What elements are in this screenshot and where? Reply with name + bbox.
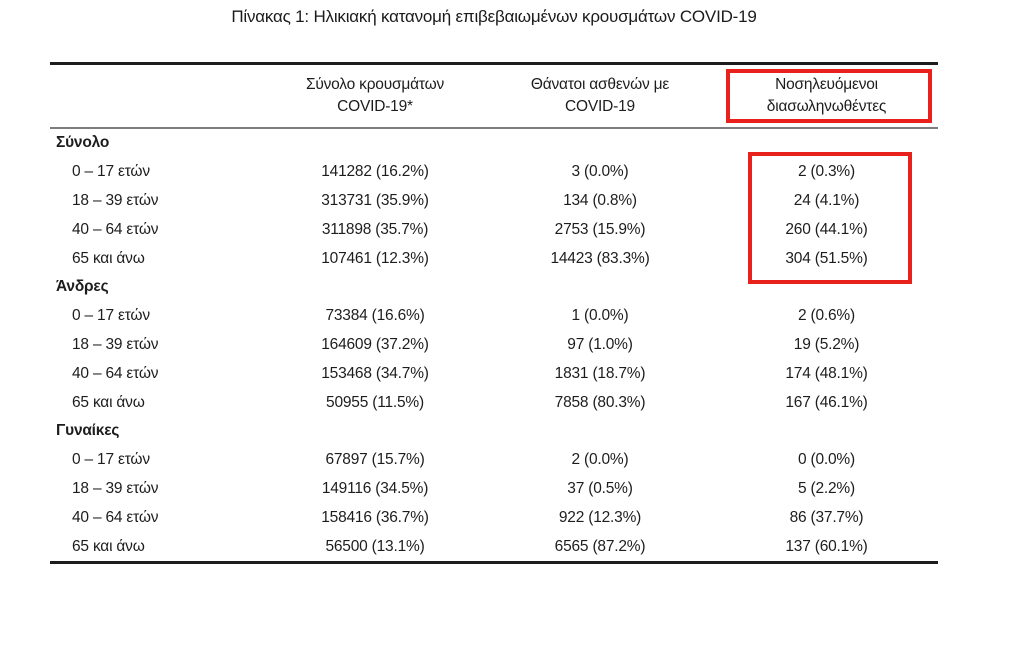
intubated-value: 0 (0.0%) xyxy=(798,451,855,469)
cases-value: 50955 (11.5%) xyxy=(326,393,424,411)
table-row: 18 – 39 ετών 164609 (37.2%) 97 (1.0%) 19… xyxy=(50,331,938,360)
intubated-value: 5 (2.2%) xyxy=(798,479,855,497)
cases-value: 73384 (16.6%) xyxy=(325,307,425,325)
table-row: 0 – 17 ετών 73384 (16.6%) 1 (0.0%) 2 (0.… xyxy=(50,302,938,331)
age-label: 0 – 17 ετών xyxy=(72,163,150,181)
table-row: 0 – 17 ετών 67897 (15.7%) 2 (0.0%) 0 (0.… xyxy=(50,446,938,475)
deaths-value: 14423 (83.3%) xyxy=(550,249,650,267)
cases-value: 313731 (35.9%) xyxy=(321,191,429,209)
intubated-value: 260 (44.1%) xyxy=(785,220,868,238)
age-label: 0 – 17 ετών xyxy=(72,451,150,469)
deaths-value: 2 (0.0%) xyxy=(571,451,629,469)
intubated-value: 174 (48.1%) xyxy=(785,364,868,382)
table-row: 65 και άνω 50955 (11.5%) 7858 (80.3%) 16… xyxy=(50,388,938,417)
intubated-value: 2 (0.3%) xyxy=(798,163,855,181)
column-header-line: Θάνατοι ασθενών με xyxy=(530,76,670,93)
age-label: 65 και άνω xyxy=(72,537,145,555)
cases-value: 164609 (37.2%) xyxy=(321,335,429,353)
section-header-row-men: Άνδρες xyxy=(50,273,938,302)
deaths-value: 134 (0.8%) xyxy=(563,191,637,209)
table-row: 40 – 64 ετών 311898 (35.7%) 2753 (15.9%)… xyxy=(50,215,938,244)
age-label: 40 – 64 ετών xyxy=(72,508,159,526)
cases-value: 107461 (12.3%) xyxy=(321,249,429,267)
table-header-row: Σύνολο κρουσμάτων COVID-19* Θάνατοι ασθε… xyxy=(50,65,938,129)
deaths-value: 7858 (80.3%) xyxy=(554,393,646,411)
table-body: Σύνολο 0 – 17 ετών 141282 (16.2%) 3 (0.0… xyxy=(50,129,938,561)
cases-value: 141282 (16.2%) xyxy=(321,163,429,181)
table-row: 65 και άνω 107461 (12.3%) 14423 (83.3%) … xyxy=(50,244,938,273)
deaths-value: 1831 (18.7%) xyxy=(554,364,646,382)
column-header-total-cases: Σύνολο κρουσμάτων COVID-19* xyxy=(265,74,485,118)
age-label: 65 και άνω xyxy=(72,249,145,267)
deaths-value: 3 (0.0%) xyxy=(571,163,629,181)
intubated-value: 2 (0.6%) xyxy=(798,307,855,325)
cases-value: 149116 (34.5%) xyxy=(321,479,429,497)
section-label: Άνδρες xyxy=(56,278,109,296)
cases-value: 56500 (13.1%) xyxy=(325,537,425,555)
table-row: 0 – 17 ετών 141282 (16.2%) 3 (0.0%) 2 (0… xyxy=(50,158,938,187)
cases-value: 158416 (36.7%) xyxy=(321,508,429,526)
age-label: 40 – 64 ετών xyxy=(72,364,159,382)
cases-value: 311898 (35.7%) xyxy=(321,220,429,238)
intubated-value: 304 (51.5%) xyxy=(785,249,868,267)
deaths-value: 97 (1.0%) xyxy=(567,335,633,353)
intubated-value: 24 (4.1%) xyxy=(793,191,860,209)
intubated-value: 137 (60.1%) xyxy=(785,537,868,555)
age-label: 0 – 17 ετών xyxy=(72,307,150,325)
age-label: 18 – 39 ετών xyxy=(72,335,159,353)
intubated-value: 167 (46.1%) xyxy=(785,393,868,411)
deaths-value: 922 (12.3%) xyxy=(558,508,642,526)
deaths-value: 37 (0.5%) xyxy=(567,479,633,497)
column-header-line: Νοσηλευόμενοι xyxy=(775,76,878,93)
table-row: 40 – 64 ετών 158416 (36.7%) 922 (12.3%) … xyxy=(50,503,938,532)
age-label: 18 – 39 ετών xyxy=(72,191,159,209)
table-row: 40 – 64 ετών 153468 (34.7%) 1831 (18.7%)… xyxy=(50,359,938,388)
column-header-line: διασωληνωθέντες xyxy=(766,98,887,115)
intubated-value: 86 (37.7%) xyxy=(789,508,864,526)
column-header-intubated: Νοσηλευόμενοι διασωληνωθέντες xyxy=(715,74,938,118)
cases-value: 67897 (15.7%) xyxy=(325,451,425,469)
table-row: 18 – 39 ετών 149116 (34.5%) 37 (0.5%) 5 … xyxy=(50,475,938,504)
column-header-line: Σύνολο κρουσμάτων xyxy=(305,76,445,93)
deaths-value: 6565 (87.2%) xyxy=(554,537,646,555)
section-header-row-total: Σύνολο xyxy=(50,129,938,158)
cases-value: 153468 (34.7%) xyxy=(321,364,429,382)
deaths-value: 1 (0.0%) xyxy=(571,307,629,325)
section-label: Σύνολο xyxy=(56,134,110,152)
table-title: Πίνακας 1: Ηλικιακή κατανομή επιβεβαιωμέ… xyxy=(231,7,757,26)
covid-age-distribution-table: Σύνολο κρουσμάτων COVID-19* Θάνατοι ασθε… xyxy=(50,62,938,564)
section-label: Γυναίκες xyxy=(56,422,120,440)
section-header-row-women: Γυναίκες xyxy=(50,417,938,446)
deaths-value: 2753 (15.9%) xyxy=(554,220,646,238)
table-row: 18 – 39 ετών 313731 (35.9%) 134 (0.8%) 2… xyxy=(50,187,938,216)
table-row: 65 και άνω 56500 (13.1%) 6565 (87.2%) 13… xyxy=(50,532,938,561)
age-label: 40 – 64 ετών xyxy=(72,220,159,238)
column-header-line: COVID-19 xyxy=(565,98,635,115)
column-header-line: COVID-19* xyxy=(337,98,413,115)
column-header-deaths: Θάνατοι ασθενών με COVID-19 xyxy=(485,74,715,118)
age-label: 65 και άνω xyxy=(72,393,145,411)
age-label: 18 – 39 ετών xyxy=(72,479,159,497)
intubated-value: 19 (5.2%) xyxy=(793,335,860,353)
